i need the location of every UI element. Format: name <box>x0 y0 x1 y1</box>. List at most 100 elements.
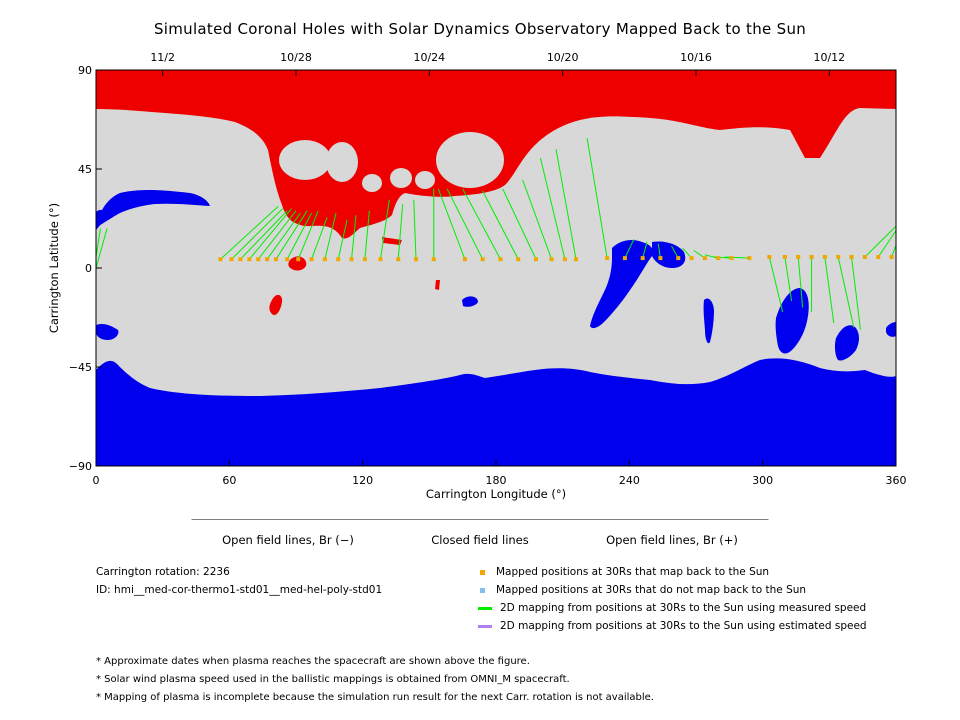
mapped-position-point <box>658 256 663 261</box>
mapped-position-point <box>296 257 301 262</box>
measured-speed-line <box>502 188 537 260</box>
measured-speed-line <box>311 217 328 260</box>
colorbar-label-closed: Closed field lines <box>431 533 529 547</box>
measured-speed-line <box>539 157 566 260</box>
measured-speed-line <box>797 256 804 308</box>
closed-island <box>279 140 331 180</box>
closed-island <box>326 142 358 182</box>
mapped-position-point <box>622 256 627 261</box>
positive-patch <box>435 280 440 290</box>
positive-patch <box>382 237 402 245</box>
chart-title: Simulated Coronal Holes with Solar Dynam… <box>153 20 807 38</box>
measured-speed-line <box>364 210 370 260</box>
negative-hole <box>590 240 654 329</box>
carrington-rotation: Carrington rotation: 2236 <box>96 566 230 578</box>
x-tick-label: 240 <box>619 474 640 487</box>
purple-line-icon <box>478 624 492 628</box>
y-tick-label: −90 <box>69 460 92 473</box>
measured-speed-line <box>671 245 679 259</box>
measured-speed-line <box>864 225 896 258</box>
mapped-position-point <box>265 257 270 262</box>
measured-speed-lines <box>96 138 896 330</box>
y-tick-label: 0 <box>85 262 92 275</box>
mapped-position-point <box>782 255 787 259</box>
measured-speed-line <box>96 228 101 258</box>
mapped-position-point <box>702 256 707 261</box>
measured-speed-line <box>724 256 750 259</box>
top-date-label: 10/28 <box>280 51 312 64</box>
measured-speed-line <box>642 241 648 259</box>
negative-hole <box>96 209 106 230</box>
mapped-positions <box>218 255 894 262</box>
y-tick-label: 45 <box>78 163 92 176</box>
top-date-label: 11/2 <box>150 51 175 64</box>
mapped-position-point <box>534 257 538 262</box>
measured-speed-line <box>413 199 417 260</box>
mapped-position-point <box>796 255 801 259</box>
mapped-position-point <box>414 257 418 262</box>
measured-speed-line <box>397 204 404 260</box>
mapped-position-point <box>849 255 854 259</box>
legend-label: Mapped positions at 30Rs that do not map… <box>496 584 807 596</box>
south-negative-polar-region <box>96 358 896 466</box>
mapped-position-point <box>689 256 694 261</box>
top-date-label: 10/20 <box>547 51 579 64</box>
closed-island <box>390 168 412 188</box>
measured-speed-line <box>351 215 357 260</box>
measured-speed-line <box>275 210 308 260</box>
measured-speed-line <box>624 239 635 259</box>
footnote: * Solar wind plasma speed used in the ba… <box>96 674 570 685</box>
negative-hole <box>834 325 859 361</box>
x-tick-label: 120 <box>352 474 373 487</box>
mapped-position-point <box>640 256 645 261</box>
coronal-hole-map: 0 60 120 180 240 300 360 90 45 0 −45 −90 11/2 10/28 10… <box>47 51 907 520</box>
top-date-label: 10/24 <box>413 51 445 64</box>
positive-patch <box>269 294 283 316</box>
mapped-position-point <box>822 255 827 259</box>
mapped-position-point <box>309 257 314 262</box>
footnote: * Mapping of plasma is incomplete becaus… <box>96 692 654 703</box>
legend-item-estimated: 2D mapping from positions at 30Rs to the… <box>478 620 867 632</box>
measured-speed-line <box>266 212 301 260</box>
mapped-position-point <box>729 256 734 261</box>
measured-speed-line <box>96 228 108 269</box>
measured-speed-line <box>482 190 519 260</box>
colorbar-label-negative: Open field lines, Br (−) <box>222 533 354 547</box>
measured-speed-line <box>824 256 835 324</box>
positive-patch <box>288 256 307 271</box>
mapped-position-point <box>836 255 841 259</box>
measured-speed-line <box>446 188 484 260</box>
measured-speed-line <box>784 256 793 302</box>
mapped-position-point <box>322 257 327 262</box>
mapped-position-point <box>396 257 401 262</box>
mapped-position-point <box>336 257 341 262</box>
mapped-position-point <box>229 257 234 262</box>
mapped-position-point <box>480 257 485 262</box>
mapped-position-point <box>574 257 578 262</box>
legend-item-measured: 2D mapping from positions at 30Rs to the… <box>478 602 866 614</box>
y-tick-label: 90 <box>78 64 92 77</box>
measured-speed-line <box>522 179 553 260</box>
measured-speed-line <box>240 210 288 260</box>
mapped-position-point <box>747 256 752 261</box>
mapped-position-point <box>462 257 467 262</box>
negative-hole <box>775 288 809 354</box>
mapped-position-point <box>378 257 383 262</box>
closed-island <box>415 171 435 189</box>
mapped-position-point <box>876 255 881 259</box>
measured-speed-line <box>837 256 855 328</box>
measured-speed-line <box>877 229 896 258</box>
axes: 0 60 120 180 240 300 360 90 45 0 −45 −90 11/2 10/28 10… <box>47 51 907 501</box>
measured-speed-line <box>657 243 661 259</box>
colorbar-label-positive: Open field lines, Br (+) <box>606 533 738 547</box>
mapped-position-point <box>256 257 261 262</box>
mapped-position-point <box>349 257 354 262</box>
measured-speed-line <box>891 243 896 258</box>
orange-square-icon <box>480 569 485 575</box>
legend-label: 2D mapping from positions at 30Rs to the… <box>500 620 867 632</box>
mapped-position-point <box>549 257 554 262</box>
measured-speed-line <box>555 149 577 260</box>
negative-hole <box>703 298 714 344</box>
x-axis-label: Carrington Longitude (°) <box>426 487 566 501</box>
legend-item-unmapped: Mapped positions at 30Rs that do not map… <box>478 584 806 596</box>
